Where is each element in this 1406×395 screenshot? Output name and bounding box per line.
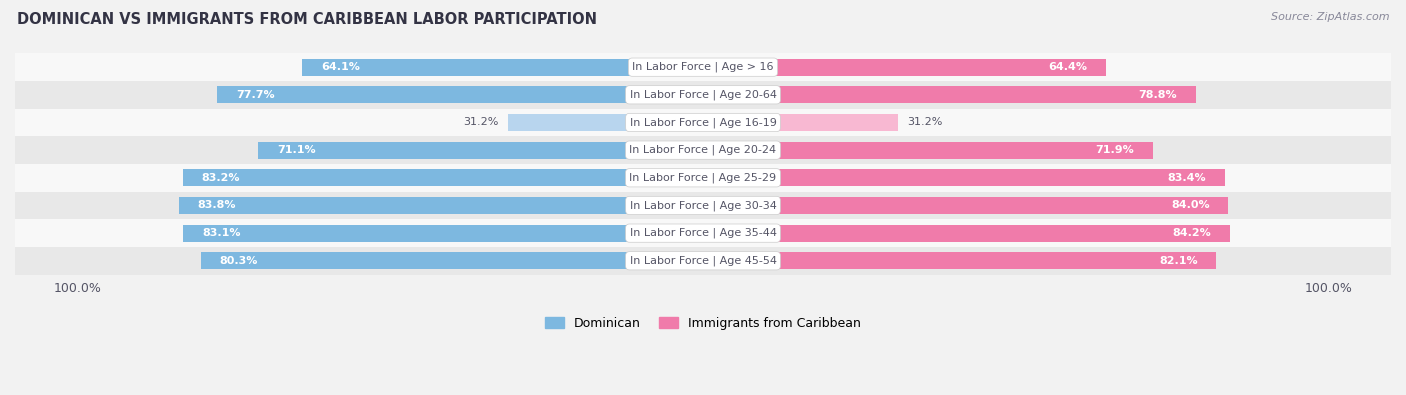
Text: 84.2%: 84.2%: [1173, 228, 1211, 238]
Bar: [703, 114, 898, 131]
Text: In Labor Force | Age > 16: In Labor Force | Age > 16: [633, 62, 773, 72]
Text: 83.4%: 83.4%: [1167, 173, 1206, 183]
Bar: [179, 197, 703, 214]
Text: In Labor Force | Age 35-44: In Labor Force | Age 35-44: [630, 228, 776, 238]
Text: In Labor Force | Age 16-19: In Labor Force | Age 16-19: [630, 117, 776, 128]
Bar: [703, 58, 1105, 76]
Bar: [259, 141, 703, 159]
Bar: [217, 86, 703, 103]
Bar: [183, 169, 703, 186]
Bar: [0, 136, 1406, 164]
Text: In Labor Force | Age 45-54: In Labor Force | Age 45-54: [630, 256, 776, 266]
Bar: [0, 247, 1406, 275]
Bar: [703, 86, 1197, 103]
Text: 31.2%: 31.2%: [463, 117, 499, 128]
Bar: [0, 81, 1406, 109]
Text: 77.7%: 77.7%: [236, 90, 274, 100]
Text: 71.1%: 71.1%: [277, 145, 316, 155]
Bar: [703, 141, 1153, 159]
Bar: [0, 192, 1406, 219]
Bar: [0, 219, 1406, 247]
Bar: [183, 224, 703, 242]
Text: 64.1%: 64.1%: [321, 62, 360, 72]
Text: 71.9%: 71.9%: [1095, 145, 1133, 155]
Text: In Labor Force | Age 25-29: In Labor Force | Age 25-29: [630, 173, 776, 183]
Text: 83.1%: 83.1%: [202, 228, 240, 238]
Text: 82.1%: 82.1%: [1159, 256, 1198, 266]
Bar: [508, 114, 703, 131]
Bar: [703, 169, 1225, 186]
Bar: [703, 252, 1216, 269]
Text: DOMINICAN VS IMMIGRANTS FROM CARIBBEAN LABOR PARTICIPATION: DOMINICAN VS IMMIGRANTS FROM CARIBBEAN L…: [17, 12, 598, 27]
Text: 84.0%: 84.0%: [1171, 201, 1209, 211]
Text: 31.2%: 31.2%: [907, 117, 943, 128]
Legend: Dominican, Immigrants from Caribbean: Dominican, Immigrants from Caribbean: [540, 312, 866, 335]
Text: In Labor Force | Age 30-34: In Labor Force | Age 30-34: [630, 200, 776, 211]
Text: 78.8%: 78.8%: [1139, 90, 1177, 100]
Bar: [302, 58, 703, 76]
Bar: [0, 109, 1406, 136]
Bar: [0, 164, 1406, 192]
Text: In Labor Force | Age 20-64: In Labor Force | Age 20-64: [630, 90, 776, 100]
Text: 83.8%: 83.8%: [198, 201, 236, 211]
Text: 83.2%: 83.2%: [201, 173, 240, 183]
Bar: [703, 197, 1229, 214]
Bar: [0, 53, 1406, 81]
Text: 64.4%: 64.4%: [1047, 62, 1087, 72]
Bar: [703, 224, 1230, 242]
Text: Source: ZipAtlas.com: Source: ZipAtlas.com: [1271, 12, 1389, 22]
Text: 80.3%: 80.3%: [219, 256, 257, 266]
Text: In Labor Force | Age 20-24: In Labor Force | Age 20-24: [630, 145, 776, 155]
Bar: [201, 252, 703, 269]
